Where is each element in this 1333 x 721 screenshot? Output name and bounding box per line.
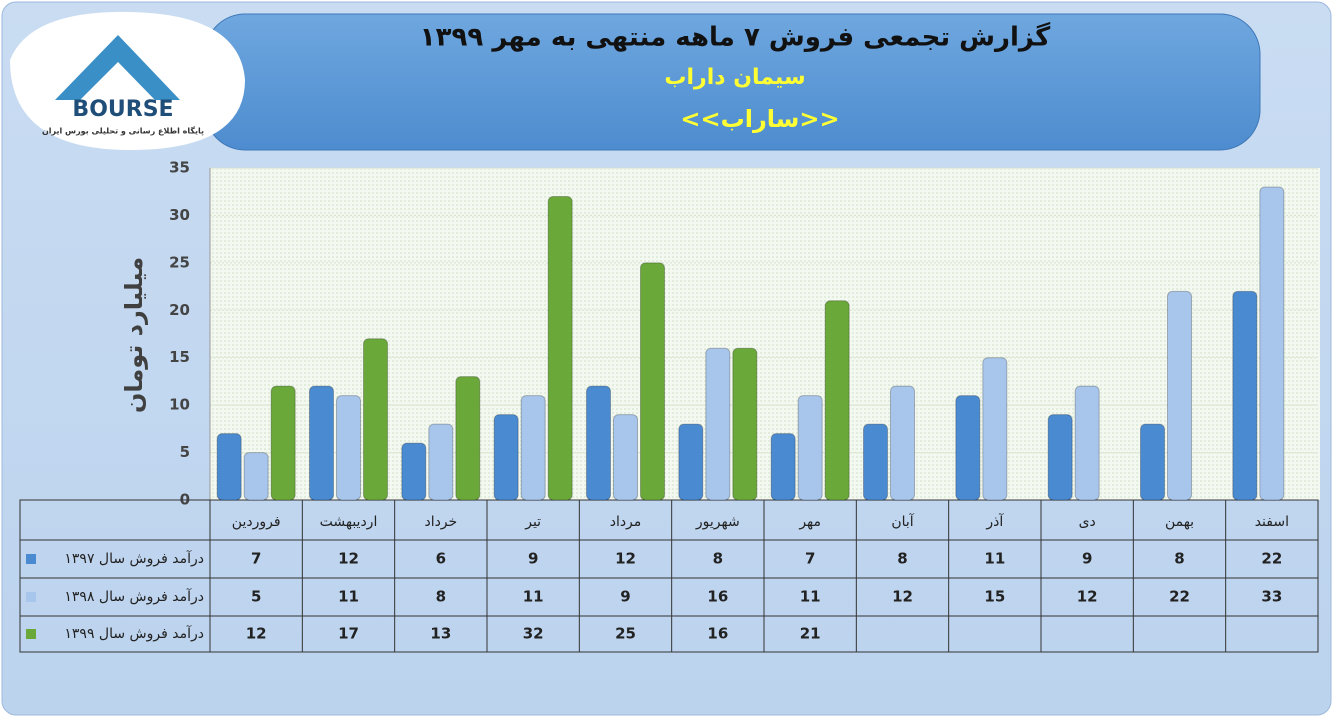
bar: [679, 424, 703, 500]
bar: [1075, 386, 1099, 500]
table-value: 11: [338, 588, 359, 606]
bar: [548, 196, 572, 500]
legend-swatch: [26, 554, 36, 564]
table-value: 7: [251, 550, 261, 568]
x-tick-label: فروردین: [232, 514, 281, 530]
table-value: 13: [430, 625, 451, 643]
table-value: 15: [984, 588, 1005, 606]
table-value: 11: [800, 588, 821, 606]
logo-tagline: پایگاه اطلاع رسانی و تحلیلی بورس ایران: [42, 126, 204, 137]
table-value: 12: [246, 625, 267, 643]
y-tick-label: 35: [169, 159, 190, 177]
bar: [983, 358, 1007, 500]
bar: [1233, 291, 1257, 500]
bar: [798, 396, 822, 500]
table-value: 9: [620, 588, 630, 606]
bar: [1260, 187, 1284, 500]
legend-label: درآمد فروش سال ۱۳۹۹: [64, 625, 204, 642]
table-value: 8: [1174, 550, 1184, 568]
bar: [364, 339, 388, 500]
bar: [217, 434, 241, 500]
table-value: 9: [1082, 550, 1092, 568]
table-value: 16: [707, 588, 728, 606]
table-value: 12: [615, 550, 636, 568]
bar: [337, 396, 361, 500]
x-tick-label: اردیبهشت: [320, 514, 378, 530]
y-tick-label: 30: [169, 206, 190, 224]
chart-subtitle: <<ساراب>>: [680, 105, 839, 133]
table-value: 11: [984, 550, 1005, 568]
table-value: 12: [1077, 588, 1098, 606]
table-value: 32: [523, 625, 544, 643]
table-value: 8: [713, 550, 723, 568]
bar: [494, 415, 518, 500]
table-value: 6: [436, 550, 446, 568]
table-value: 8: [436, 588, 446, 606]
table-value: 9: [528, 550, 538, 568]
bar: [614, 415, 638, 500]
y-axis-label: میلیارد تومان: [120, 257, 148, 413]
table-value: 5: [251, 588, 261, 606]
x-tick-label: آبان: [891, 513, 914, 530]
table-value: 33: [1261, 588, 1282, 606]
y-tick-label: 15: [169, 348, 190, 366]
table-value: 12: [892, 588, 913, 606]
legend-swatch: [26, 592, 36, 602]
bar: [1168, 291, 1192, 500]
bar: [956, 396, 980, 500]
bar: [521, 396, 545, 500]
bar: [587, 386, 611, 500]
table-value: 16: [707, 625, 728, 643]
x-tick-label: خرداد: [424, 514, 457, 530]
table-value: 12: [338, 550, 359, 568]
logo-name: BOURSE: [72, 97, 173, 122]
bar: [1048, 415, 1072, 500]
bar: [244, 453, 268, 500]
x-tick-label: شهریور: [695, 514, 740, 530]
x-tick-label: آذر: [985, 513, 1004, 530]
legend-label: درآمد فروش سال ۱۳۹۸: [64, 588, 204, 605]
bar: [891, 386, 915, 500]
table-value: 8: [897, 550, 907, 568]
table-value: 11: [523, 588, 544, 606]
x-tick-label: دی: [1079, 514, 1096, 530]
bar: [771, 434, 795, 500]
legend-label: درآمد فروش سال ۱۳۹۷: [64, 550, 204, 567]
table-value: 7: [805, 550, 815, 568]
bar: [271, 386, 295, 500]
bar: [864, 424, 888, 500]
y-tick-label: 25: [169, 253, 190, 271]
table-value: 17: [338, 625, 359, 643]
y-tick-label: 5: [180, 443, 190, 461]
table-value: 25: [615, 625, 636, 643]
table-value: 21: [800, 625, 821, 643]
chart-title: گزارش تجمعی فروش ۷ ماهه منتهی به مهر ۱۳۹…: [420, 22, 1051, 53]
x-tick-label: اسفند: [1255, 514, 1289, 530]
logo: BOURSE پایگاه اطلاع رسانی و تحلیلی بورس …: [10, 12, 245, 150]
bar: [706, 348, 730, 500]
bar: [733, 348, 757, 500]
bar: [402, 443, 426, 500]
x-tick-label: تیر: [524, 514, 541, 530]
bar: [825, 301, 849, 500]
y-tick-label: 10: [169, 396, 190, 414]
table-value: 22: [1169, 588, 1190, 606]
bar: [456, 377, 480, 500]
x-tick-label: بهمن: [1165, 514, 1194, 530]
bar: [429, 424, 453, 500]
table-value: 22: [1261, 550, 1282, 568]
legend-swatch: [26, 629, 36, 639]
bar: [1141, 424, 1165, 500]
x-tick-label: مهر: [798, 514, 821, 530]
bar: [310, 386, 334, 500]
bar: [641, 263, 665, 500]
chart-subtitle: سیمان داراب: [664, 65, 805, 90]
x-tick-label: مرداد: [610, 514, 642, 530]
y-tick-label: 20: [169, 301, 190, 319]
chart: BOURSE پایگاه اطلاع رسانی و تحلیلی بورس …: [0, 0, 1333, 717]
